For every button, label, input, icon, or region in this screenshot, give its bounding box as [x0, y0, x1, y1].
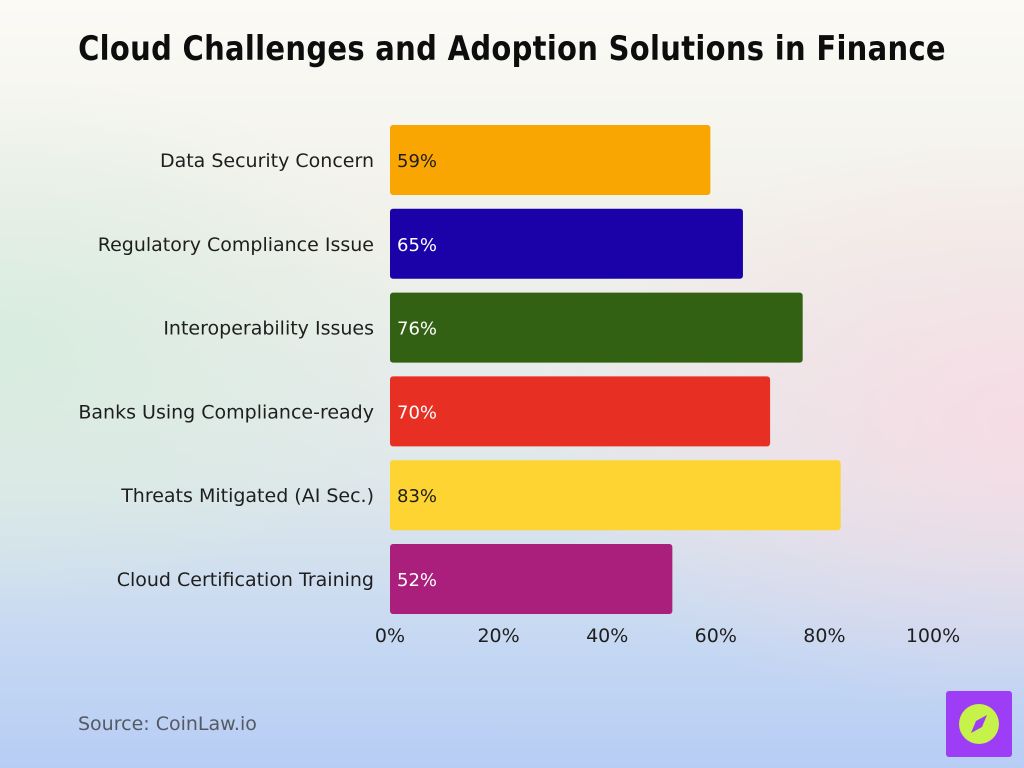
chart-title: Cloud Challenges and Adoption Solutions …	[78, 28, 946, 69]
category-label-4: Threats Mitigated (AI Sec.)	[120, 485, 374, 507]
category-label-5: Cloud Certification Training	[117, 569, 374, 591]
data-label-0: 59%	[397, 151, 437, 172]
data-label-3: 70%	[397, 402, 437, 423]
bar-1	[390, 208, 743, 279]
x-tick-label-3: 60%	[695, 625, 737, 647]
x-tick-label-0: 0%	[375, 625, 405, 647]
bar-4	[390, 460, 841, 531]
category-label-0: Data Security Concern	[160, 150, 374, 172]
x-tick-label-2: 40%	[586, 625, 628, 647]
category-label-1: Regulatory Compliance Issue	[98, 234, 374, 256]
data-label-2: 76%	[397, 319, 437, 340]
bar-0	[390, 125, 711, 195]
data-label-4: 83%	[397, 486, 437, 507]
data-label-1: 65%	[397, 235, 437, 256]
category-label-2: Interoperability Issues	[163, 318, 374, 340]
bar-2	[390, 292, 803, 363]
data-label-5: 52%	[397, 570, 437, 591]
source-note: Source: CoinLaw.io	[78, 713, 257, 735]
brand-logo	[946, 691, 1012, 757]
x-tick-label-1: 20%	[477, 625, 519, 647]
x-tick-label-4: 80%	[803, 625, 845, 647]
bar-3	[390, 376, 771, 447]
bar-5	[390, 544, 673, 614]
x-tick-label-5: 100%	[906, 625, 960, 647]
category-label-3: Banks Using Compliance-ready	[78, 401, 374, 423]
compass-icon	[959, 704, 999, 744]
